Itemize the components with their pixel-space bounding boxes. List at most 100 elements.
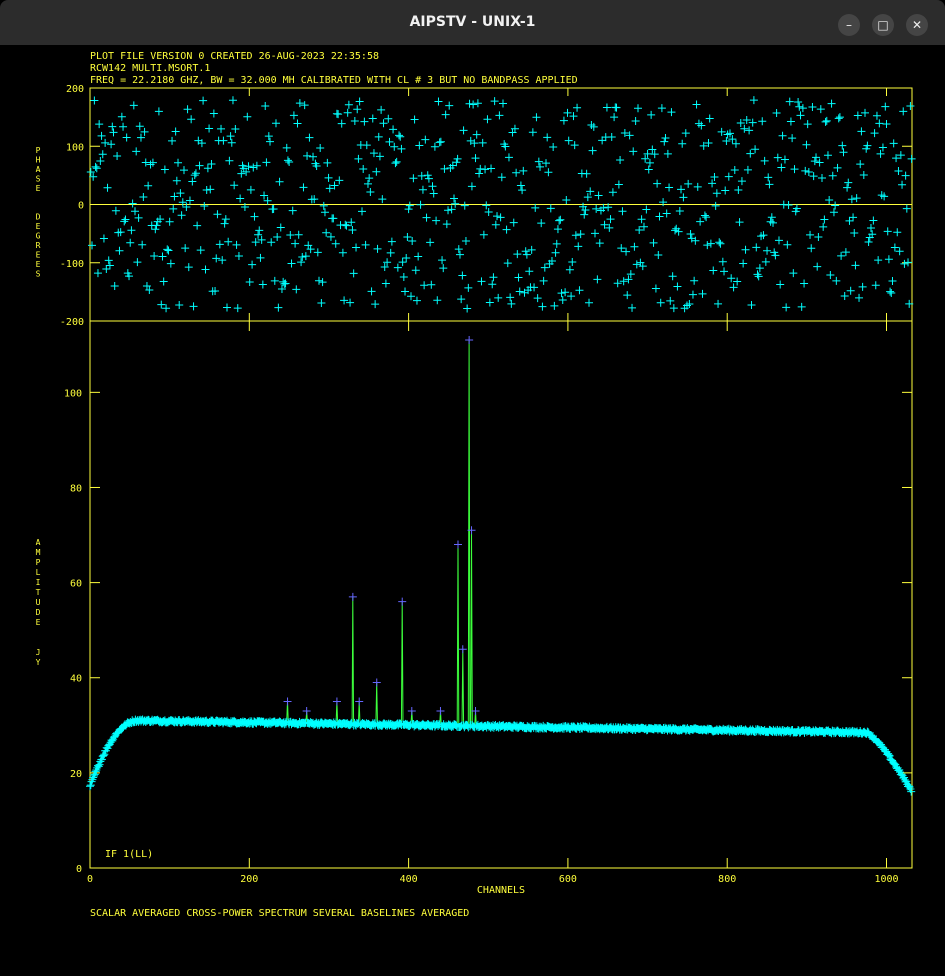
phase-point [832, 276, 841, 285]
phase-point [825, 196, 834, 205]
phase-point [372, 167, 381, 176]
phase-axis-label-char: A [36, 165, 41, 174]
phase-point [481, 165, 490, 174]
phase-point [352, 243, 361, 252]
phase-point [743, 165, 752, 174]
phase-point [890, 243, 899, 252]
phase-point [262, 158, 271, 167]
phase-point [729, 283, 738, 292]
phase-point [875, 119, 884, 128]
phase-point [211, 287, 220, 296]
phase-point [642, 205, 651, 214]
phase-point [258, 280, 267, 289]
phase-point [703, 241, 712, 250]
phase-point [403, 233, 412, 242]
phase-point [887, 289, 896, 298]
phase-point [534, 157, 543, 166]
phase-point [281, 279, 290, 288]
phase-point [119, 122, 128, 131]
phase-point [849, 213, 858, 222]
phase-point [845, 216, 854, 225]
phase-point [626, 270, 635, 279]
phase-point [544, 168, 553, 177]
phase-point [490, 97, 499, 106]
phase-point [108, 122, 117, 131]
phase-point [225, 156, 234, 165]
phase-point [318, 278, 327, 287]
phase-point [246, 185, 255, 194]
phase-point [684, 179, 693, 188]
phase-point [549, 143, 558, 152]
title-bar[interactable]: AIPSTV - UNIX-1 – □ ✕ [0, 0, 945, 45]
amplitude-point [86, 781, 95, 790]
phase-point [852, 194, 861, 203]
phase-point [476, 164, 485, 173]
phase-point [334, 110, 343, 119]
phase-axis-label-char: E [36, 222, 41, 231]
phase-point [426, 238, 435, 247]
phase-point [788, 134, 797, 143]
phase-point [884, 255, 893, 264]
phase-point [675, 207, 684, 216]
phase-point [230, 181, 239, 190]
spectrum-plot: PLOT FILE VERSION 0 CREATED 26-AUG-2023 … [36, 51, 916, 919]
phase-point [178, 198, 187, 207]
phase-point [864, 238, 873, 247]
phase-point [205, 124, 214, 133]
phase-point [618, 207, 627, 216]
phase-point [581, 206, 590, 215]
phase-point [127, 226, 136, 235]
phase-point [558, 295, 567, 304]
phase-point [460, 201, 469, 210]
phase-point [469, 100, 478, 109]
phase-point [478, 138, 487, 147]
phase-point [786, 117, 795, 126]
phase-point [385, 137, 394, 146]
close-button[interactable]: ✕ [906, 14, 928, 36]
phase-point [391, 159, 400, 168]
phase-point [540, 263, 549, 272]
phase-point [231, 125, 240, 134]
phase-point [749, 96, 758, 105]
phase-point [619, 277, 628, 286]
phase-point [207, 160, 216, 169]
phase-point [509, 218, 518, 227]
phase-point [632, 260, 641, 269]
amplitude-point [99, 751, 108, 760]
phase-point [479, 230, 488, 239]
x-tick-label: 400 [400, 874, 418, 885]
phase-point [93, 269, 102, 278]
phase-point [109, 128, 118, 137]
x-tick-label: 800 [718, 874, 736, 885]
phase-point [839, 148, 848, 157]
phase-point [138, 240, 147, 249]
x-tick-label: 1000 [874, 874, 898, 885]
phase-point [807, 244, 816, 253]
phase-point [386, 248, 395, 257]
phase-point [164, 246, 173, 255]
phase-point [273, 233, 282, 242]
phase-point [110, 282, 119, 291]
phase-point [795, 102, 804, 111]
maximize-button[interactable]: □ [872, 14, 894, 36]
minimize-button[interactable]: – [838, 14, 860, 36]
phase-point [405, 201, 414, 210]
phase-point [655, 212, 664, 221]
phase-point [103, 183, 112, 192]
phase-point [455, 250, 464, 259]
phase-point [721, 186, 730, 195]
phase-point [681, 129, 690, 138]
phase-point [840, 292, 849, 301]
amplitude-axis-label-char: P [36, 558, 41, 567]
phase-point [543, 133, 552, 142]
phase-point [86, 167, 95, 176]
phase-axis-label-char: G [36, 232, 41, 241]
phase-point [129, 101, 138, 110]
phase-point [371, 300, 380, 309]
phase-point [776, 280, 785, 289]
phase-point [169, 204, 178, 213]
phase-point [261, 102, 270, 111]
amplitude-point [905, 783, 914, 792]
amplitude-point [96, 757, 105, 766]
phase-point [752, 243, 761, 252]
